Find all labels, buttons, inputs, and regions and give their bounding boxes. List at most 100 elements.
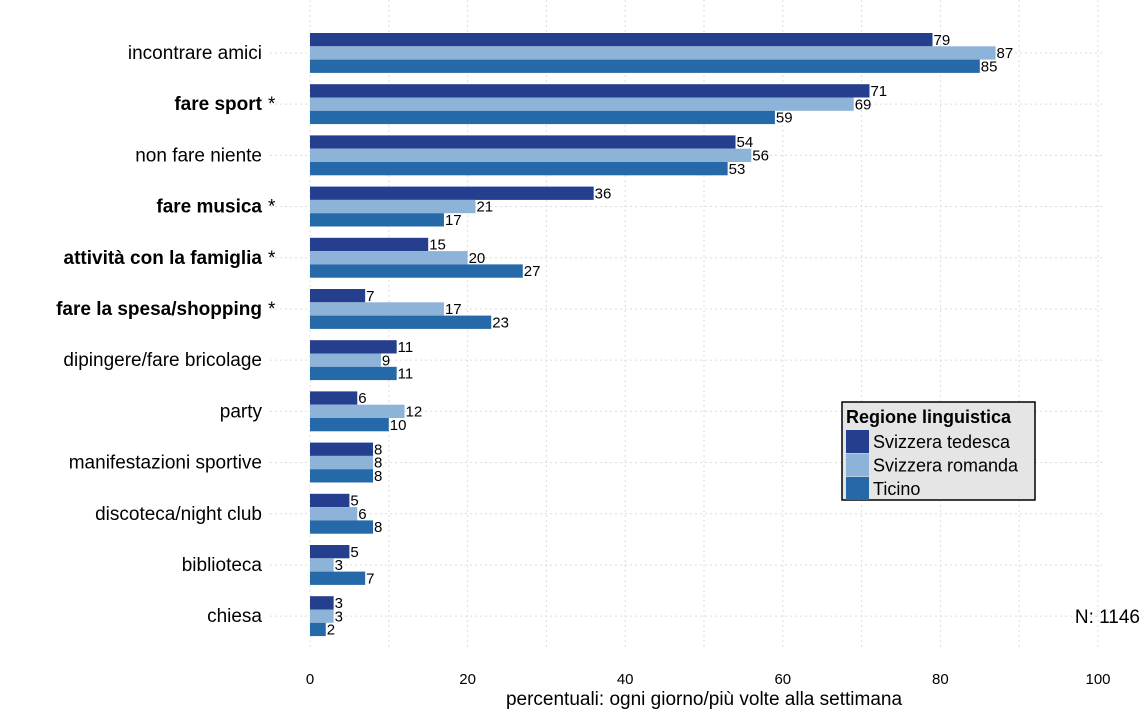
x-tick-label: 80	[932, 671, 949, 688]
bars	[310, 33, 996, 637]
bar	[310, 558, 334, 572]
value-label: 69	[855, 96, 872, 113]
x-tick-label: 0	[306, 671, 314, 688]
bar	[310, 59, 980, 73]
bar	[310, 609, 334, 623]
category-label: non fare niente	[135, 145, 262, 166]
x-axis-ticks: 0 20 40 60 80 100	[306, 671, 1111, 688]
bar	[310, 162, 728, 176]
legend-title: Regione linguistica	[846, 407, 1012, 427]
bar	[310, 391, 358, 405]
bar	[310, 289, 366, 303]
bar	[310, 213, 444, 227]
category-label: discoteca/night club	[95, 504, 262, 525]
category-label: fare la spesa/shopping	[56, 299, 262, 320]
value-label: 3	[335, 608, 343, 625]
value-label: 17	[445, 212, 462, 229]
bar	[310, 46, 996, 60]
significance-marker: *	[268, 299, 276, 320]
value-label: 2	[327, 622, 335, 639]
bar	[310, 418, 389, 432]
bar	[310, 315, 492, 329]
bar	[310, 622, 326, 637]
value-label: 15	[429, 237, 446, 254]
bar	[310, 469, 374, 483]
legend-box	[841, 401, 1036, 501]
legend-label: Svizzera tedesca	[873, 432, 1011, 452]
legend-swatch	[846, 453, 869, 477]
value-label: 10	[390, 417, 407, 434]
significance-marker: *	[268, 94, 276, 115]
value-label: 23	[492, 314, 509, 331]
value-label: 3	[335, 595, 343, 612]
legend-label: Ticino	[873, 479, 920, 499]
category-label: fare sport	[174, 94, 262, 115]
x-tick-label: 100	[1085, 671, 1110, 688]
bar	[310, 507, 358, 521]
legend-swatch	[846, 477, 869, 500]
bar	[310, 442, 374, 456]
significance-marker: *	[268, 197, 276, 218]
category-label: party	[220, 401, 263, 422]
value-label: 8	[374, 468, 382, 485]
category-label: chiesa	[207, 606, 262, 627]
legend-label: Svizzera romanda	[873, 456, 1019, 476]
bar	[310, 455, 374, 470]
value-label: 3	[335, 557, 343, 574]
value-label: 17	[445, 301, 462, 318]
bar	[310, 353, 381, 367]
x-tick-label: 40	[617, 671, 634, 688]
x-axis-title: percentuali: ogni giorno/più volte alla …	[506, 689, 903, 710]
category-label: biblioteca	[182, 555, 263, 576]
value-label: 5	[350, 493, 358, 510]
category-label: fare musica	[156, 197, 262, 218]
value-label: 6	[358, 390, 366, 407]
value-label: 8	[374, 441, 382, 458]
bar	[310, 110, 775, 125]
value-label: 36	[595, 185, 612, 202]
value-labels: 7987857169595456533621171520277172311911…	[327, 32, 1013, 639]
value-label: 87	[997, 45, 1014, 62]
bar	[310, 596, 334, 610]
category-label: manifestazioni sportive	[69, 453, 262, 474]
value-label: 54	[737, 134, 754, 151]
value-label: 11	[398, 366, 414, 383]
category-label: attività con la famiglia	[64, 248, 263, 269]
value-label: 7	[366, 288, 374, 305]
value-label: 79	[934, 32, 951, 49]
value-label: 9	[382, 352, 390, 369]
value-label: 8	[374, 455, 382, 472]
category-label: incontrare amici	[128, 43, 262, 64]
bar	[310, 97, 854, 111]
bar	[310, 545, 350, 559]
legend-swatch	[846, 430, 869, 453]
bar	[310, 404, 405, 418]
bar	[310, 148, 752, 162]
value-label: 27	[524, 263, 541, 280]
bar	[310, 237, 429, 252]
value-label: 7	[366, 570, 374, 587]
bar	[310, 33, 933, 47]
value-label: 11	[398, 339, 414, 356]
value-label: 21	[476, 199, 493, 216]
value-label: 20	[469, 250, 486, 267]
category-labels: incontrare amici fare sport * non fare nien…	[56, 43, 276, 627]
bar	[310, 571, 366, 585]
value-label: 6	[358, 506, 366, 523]
bar	[310, 302, 444, 316]
sample-size-annotation: N: 1146	[1075, 607, 1140, 628]
bar	[310, 264, 523, 278]
value-label: 56	[752, 148, 769, 165]
value-label: 53	[729, 161, 746, 178]
value-label: 85	[981, 58, 998, 75]
x-tick-label: 60	[774, 671, 791, 688]
value-label: 12	[406, 404, 423, 421]
value-label: 59	[776, 110, 793, 127]
category-label: dipingere/fare bricolage	[63, 350, 262, 371]
bar	[310, 520, 374, 534]
bar	[310, 199, 476, 214]
bar	[310, 251, 468, 265]
bar	[310, 366, 397, 381]
bar	[310, 84, 870, 98]
